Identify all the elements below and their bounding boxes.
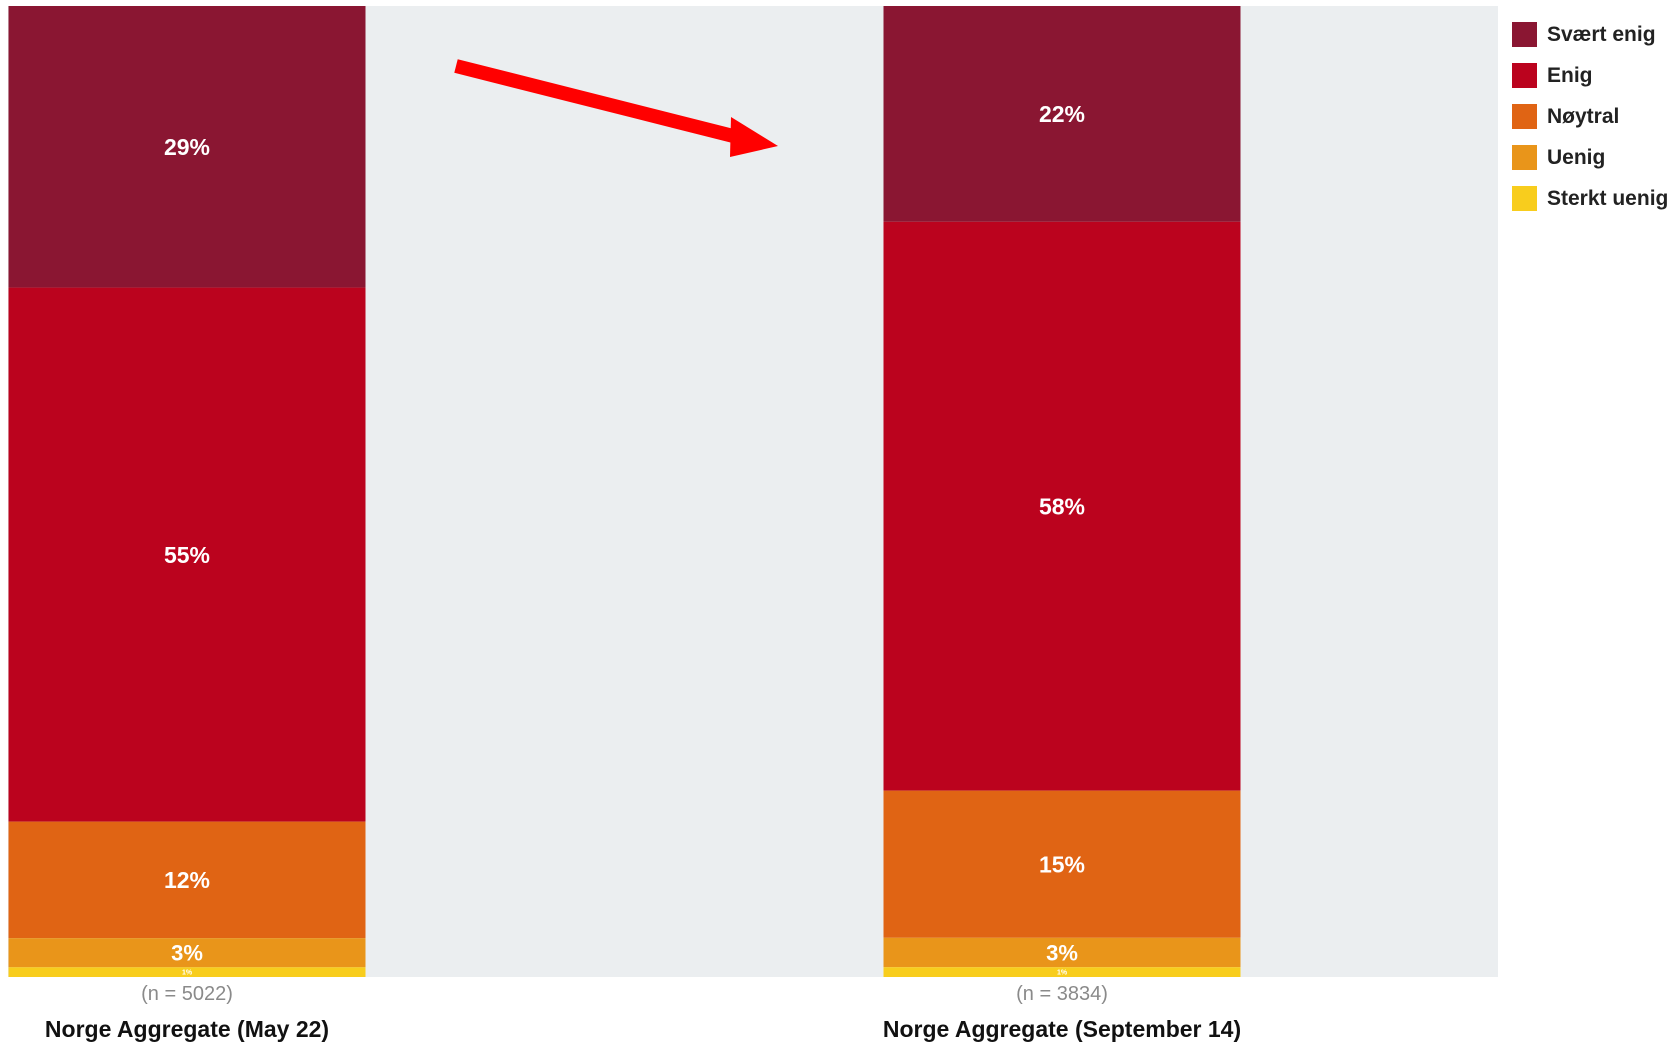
data-label: 15% bbox=[1039, 851, 1085, 877]
data-label: 3% bbox=[1046, 940, 1078, 965]
data-label: 3% bbox=[171, 941, 203, 966]
legend-label: Enig bbox=[1547, 63, 1593, 87]
bar-segment bbox=[883, 790, 1241, 938]
sample-size-label: (n = 3834) bbox=[1016, 983, 1108, 1005]
bar-segment bbox=[883, 6, 1241, 222]
labels-layer: 29% 55% 12% 3% 1% (n = 5022) Norge Aggregate (… bbox=[45, 101, 1241, 1042]
bar-segment bbox=[8, 821, 366, 939]
legend-label: Uenig bbox=[1547, 145, 1606, 169]
annotation-arrow-line bbox=[454, 59, 747, 146]
category-label: Norge Aggregate (May 22) bbox=[45, 1016, 329, 1042]
legend-item: Svært enig bbox=[1512, 14, 1668, 55]
chart-legend: Svært enig Enig Nøytral Uenig Sterkt uen… bbox=[1512, 14, 1668, 219]
legend-item: Sterkt uenig bbox=[1512, 178, 1668, 219]
annotation-arrow bbox=[454, 59, 778, 157]
legend-swatch bbox=[1512, 186, 1537, 211]
bar-segment bbox=[8, 6, 366, 288]
bar-segment bbox=[883, 221, 1241, 791]
legend-swatch bbox=[1512, 104, 1537, 129]
category-label: Norge Aggregate (September 14) bbox=[883, 1016, 1241, 1042]
legend-swatch bbox=[1512, 22, 1537, 47]
legend-swatch bbox=[1512, 63, 1537, 88]
annotation-arrow-head bbox=[730, 117, 778, 157]
legend-label: Sterkt uenig bbox=[1547, 186, 1669, 210]
bar-segment bbox=[8, 938, 366, 968]
bars-layer bbox=[8, 6, 1241, 977]
data-label: 1% bbox=[182, 970, 193, 977]
bar-segment bbox=[883, 967, 1241, 977]
legend-label: Nøytral bbox=[1547, 104, 1620, 128]
legend-item: Enig bbox=[1512, 55, 1668, 96]
data-label: 22% bbox=[1039, 101, 1085, 127]
data-label: 58% bbox=[1039, 493, 1085, 519]
bar-segment bbox=[883, 937, 1241, 968]
data-label: 12% bbox=[164, 867, 210, 893]
bar-segment bbox=[8, 967, 366, 977]
sample-size-label: (n = 5022) bbox=[141, 983, 233, 1005]
bar-segment bbox=[8, 287, 366, 822]
legend-swatch bbox=[1512, 145, 1537, 170]
legend-item: Nøytral bbox=[1512, 96, 1668, 137]
data-label: 1% bbox=[1057, 970, 1068, 977]
data-label: 55% bbox=[164, 542, 210, 568]
legend-item: Uenig bbox=[1512, 137, 1668, 178]
legend-label: Svært enig bbox=[1547, 22, 1656, 46]
data-label: 29% bbox=[164, 134, 210, 160]
